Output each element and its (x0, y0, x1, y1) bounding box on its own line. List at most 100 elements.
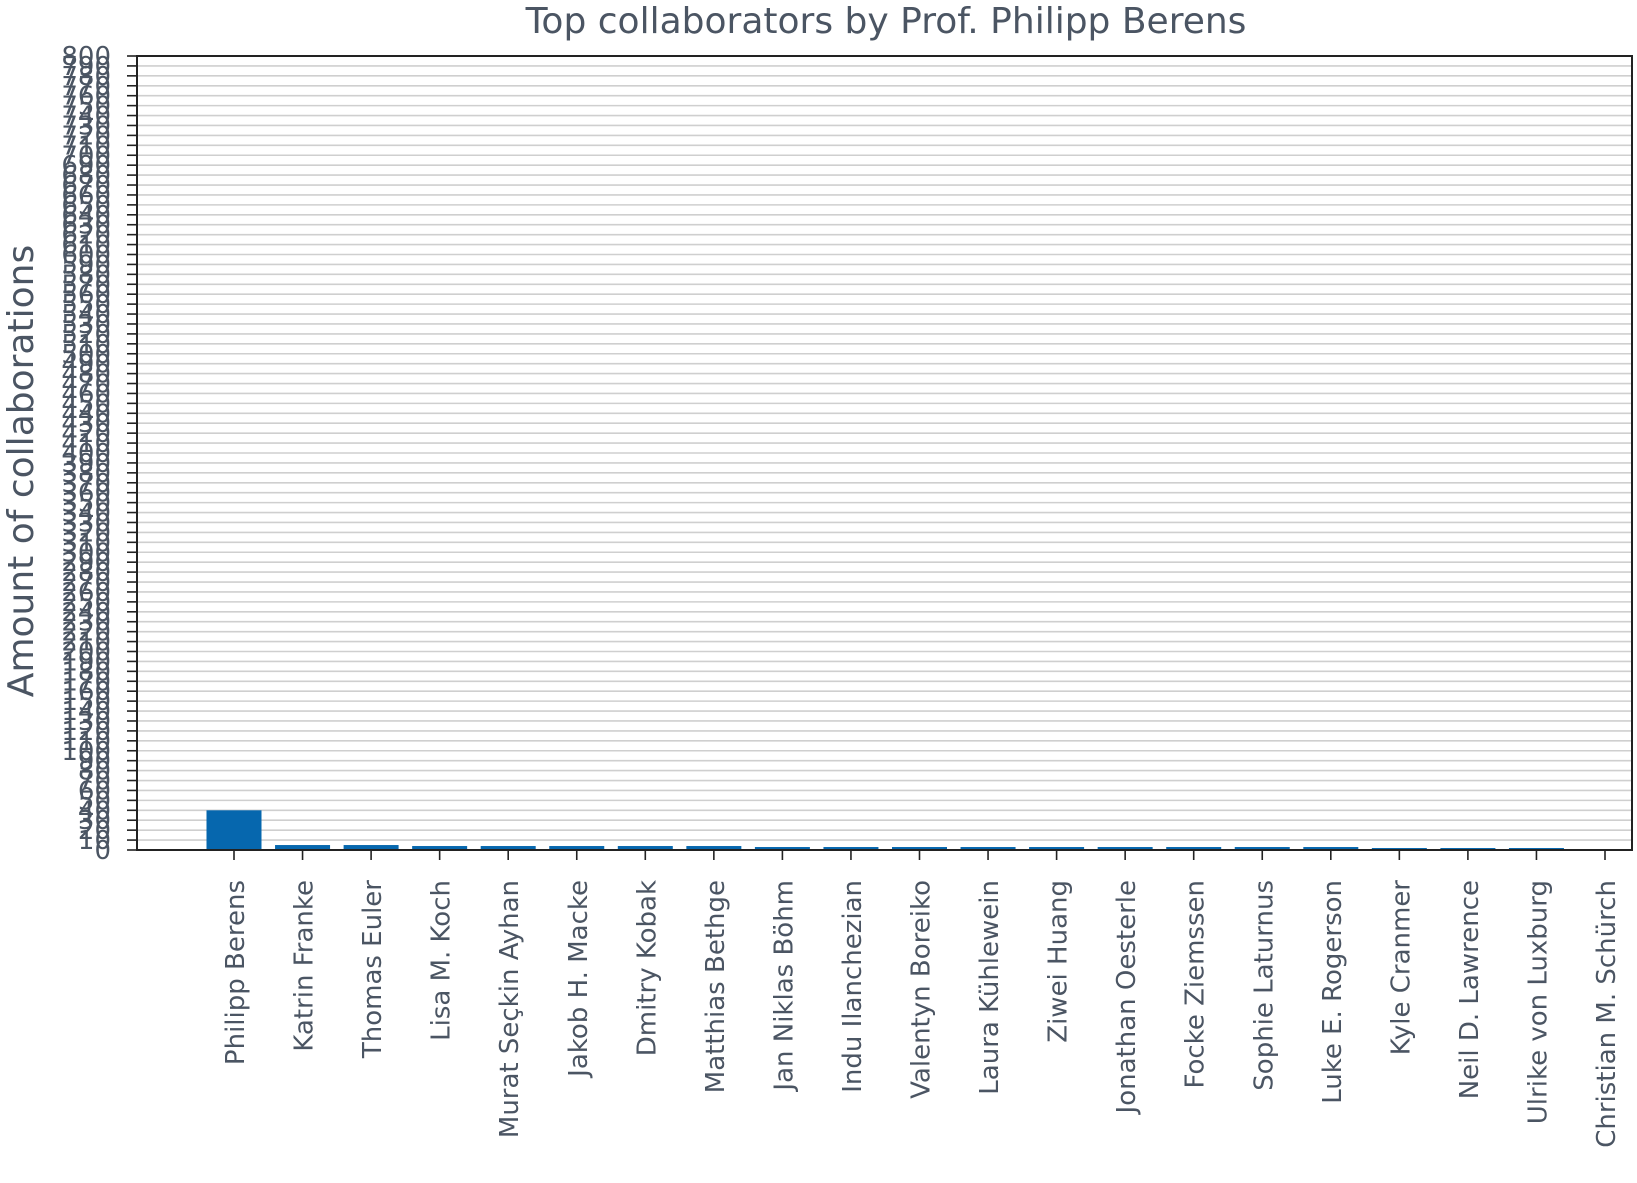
y-tick-label: 100 (61, 737, 111, 767)
y-tick-label: 790 (61, 52, 111, 82)
x-tick-label: Indu Ilanchezian (838, 880, 868, 1093)
y-tick-label: 50 (78, 786, 111, 816)
y-tick-label: 490 (61, 350, 111, 380)
x-tick-label: Jan Niklas Böhm (769, 880, 799, 1093)
x-tick-label: Katrin Franke (290, 880, 320, 1052)
y-tick-label: 40 (78, 796, 111, 826)
x-tick-label: Ziwei Huang (1044, 880, 1074, 1043)
bar (823, 847, 879, 850)
bar (1166, 847, 1222, 850)
y-axis-ticks: 0102030405060708090100110120130140150160… (61, 42, 137, 866)
chart-title: Top collaborators by Prof. Philipp Beren… (525, 1, 1247, 42)
y-tick-label: 410 (61, 429, 111, 459)
y-tick-label: 590 (61, 250, 111, 280)
y-tick-label: 230 (61, 608, 111, 638)
plot-frame (136, 55, 1633, 851)
y-tick-label: 690 (61, 151, 111, 181)
x-tick-label: Murat Seçkin Ayhan (495, 880, 525, 1138)
bars (206, 810, 1633, 850)
x-tick-label: Valentyn Boreiko (907, 880, 937, 1099)
y-tick-label: 10 (78, 826, 111, 856)
y-tick-label: 0 (94, 836, 111, 866)
y-tick-label: 190 (61, 647, 111, 677)
y-tick-label: 60 (78, 776, 111, 806)
bar (892, 847, 947, 850)
bar (206, 810, 262, 850)
y-tick-label: 650 (61, 191, 111, 221)
y-tick-label: 500 (61, 340, 111, 370)
bar (1234, 847, 1290, 850)
y-tick-label: 70 (78, 767, 111, 797)
y-tick-label: 730 (61, 111, 111, 141)
y-tick-label: 160 (61, 677, 111, 707)
x-tick-label: Jonathan Oesterle (1112, 880, 1142, 1115)
x-tick-label: Christian M. Schürch (1592, 880, 1622, 1148)
y-tick-label: 670 (61, 171, 111, 201)
y-tick-label: 550 (61, 290, 111, 320)
y-tick-label: 220 (61, 618, 111, 648)
y-axis-label: Amount of collaborations (1, 245, 42, 697)
x-tick-label: Ulrike von Luxburg (1523, 880, 1553, 1124)
y-tick-label: 350 (61, 489, 111, 519)
y-tick-label: 320 (61, 518, 111, 548)
y-tick-label: 270 (61, 568, 111, 598)
x-tick-label: Kyle Cranmer (1386, 880, 1416, 1056)
bar (549, 846, 605, 850)
y-tick-label: 370 (61, 469, 111, 499)
bar (480, 846, 536, 850)
x-tick-label: Dmitry Kobak (632, 880, 662, 1056)
y-tick-label: 80 (78, 757, 111, 787)
y-tick-label: 780 (61, 62, 111, 92)
y-tick-label: 330 (61, 508, 111, 538)
y-tick-label: 360 (61, 479, 111, 509)
y-tick-label: 620 (61, 221, 111, 251)
x-tick-label: Philipp Berens (221, 880, 251, 1065)
y-tick-label: 450 (61, 389, 111, 419)
y-tick-label: 440 (61, 399, 111, 429)
y-tick-label: 720 (61, 121, 111, 151)
y-tick-label: 30 (78, 806, 111, 836)
bar (960, 847, 1016, 850)
y-tick-label: 200 (61, 638, 111, 668)
y-tick-label: 310 (61, 528, 111, 558)
y-tick-label: 140 (61, 697, 111, 727)
gridlines (137, 55, 1632, 851)
y-tick-label: 460 (61, 379, 111, 409)
bar (1097, 847, 1153, 850)
y-tick-label: 540 (61, 300, 111, 330)
y-tick-label: 390 (61, 449, 111, 479)
y-tick-label: 210 (61, 628, 111, 658)
y-tick-label: 740 (61, 102, 111, 132)
x-tick-label: Luke E. Rogerson (1318, 880, 1348, 1104)
y-tick-label: 120 (61, 717, 111, 747)
y-tick-label: 110 (61, 727, 111, 757)
y-tick-label: 600 (61, 241, 111, 271)
bar (275, 845, 331, 850)
y-tick-label: 170 (61, 667, 111, 697)
y-tick-label: 130 (61, 707, 111, 737)
x-tick-label: Jakob H. Macke (564, 880, 594, 1079)
x-axis-ticks: Philipp Berens Katrin Franke Thomas Euler L… (221, 850, 1622, 1148)
y-tick-label: 580 (61, 260, 111, 290)
y-tick-label: 280 (61, 558, 111, 588)
y-tick-label: 680 (61, 161, 111, 191)
bar (1303, 847, 1359, 850)
bar (1029, 847, 1085, 850)
y-tick-label: 420 (61, 419, 111, 449)
y-tick-label: 660 (61, 181, 111, 211)
x-tick-label: Sophie Laturnus (1249, 880, 1279, 1091)
y-tick-label: 760 (61, 82, 111, 112)
x-tick-label: Thomas Euler (358, 880, 388, 1059)
y-tick-label: 610 (61, 231, 111, 261)
y-tick-label: 470 (61, 370, 111, 400)
bar (617, 846, 673, 850)
y-tick-label: 480 (61, 360, 111, 390)
y-tick-label: 560 (61, 280, 111, 310)
bar (686, 846, 742, 850)
y-tick-label: 240 (61, 598, 111, 628)
y-tick-label: 90 (78, 747, 111, 777)
y-tick-label: 750 (61, 92, 111, 122)
y-tick-label: 640 (61, 201, 111, 231)
x-tick-label: Lisa M. Koch (427, 880, 457, 1041)
